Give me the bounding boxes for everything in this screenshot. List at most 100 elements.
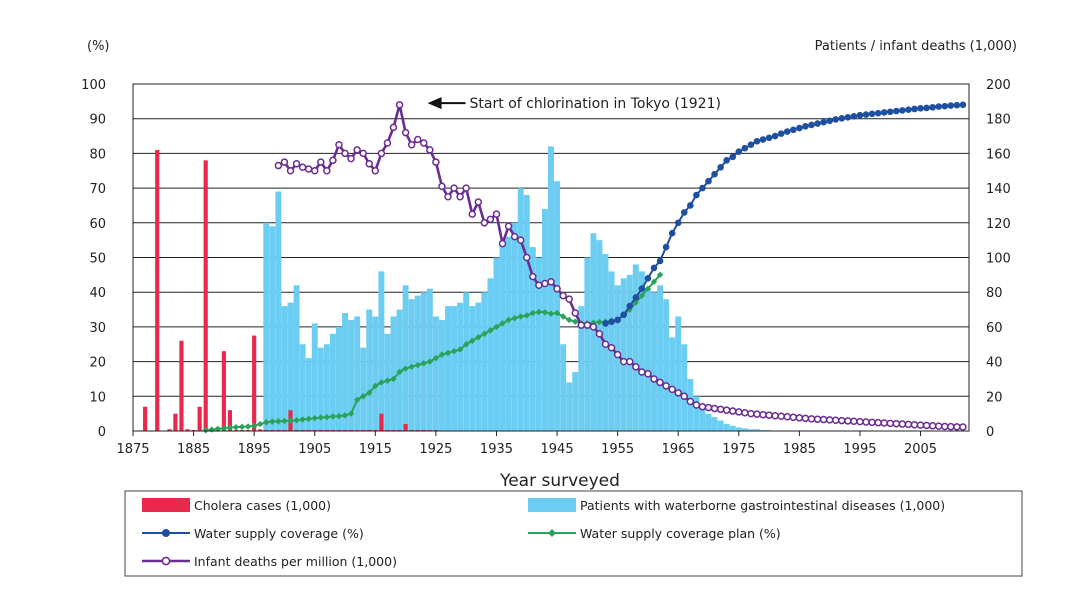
infant-point — [504, 222, 513, 231]
left-tick-label: 30 — [89, 321, 106, 336]
cholera-bar — [282, 429, 287, 431]
patients-bar — [445, 306, 451, 431]
patients-bar — [390, 316, 397, 431]
infant-point — [535, 281, 543, 290]
coverage-point — [911, 105, 918, 113]
cholera-bar — [270, 429, 275, 431]
plan-point — [317, 414, 324, 421]
coverage-point — [662, 243, 670, 251]
infant-point — [801, 414, 810, 423]
plan-point — [438, 351, 446, 358]
left-axis: 0 10 20 30 40 50 60 70 80 90 100 — [81, 78, 106, 440]
cholera-bar — [397, 429, 402, 431]
patients-bar — [541, 208, 548, 431]
plan-point — [281, 417, 288, 425]
infant-point — [280, 158, 289, 166]
infant-point — [825, 416, 834, 424]
x-axis-label: Year surveyed — [499, 471, 620, 491]
right-tick-label: 60 — [986, 321, 1003, 336]
patients-bar — [729, 425, 736, 431]
patients-bar — [269, 226, 276, 431]
coverage-point — [844, 114, 852, 121]
left-tick-label: 20 — [89, 356, 106, 371]
coverage-point — [820, 118, 827, 126]
patients-bar — [469, 306, 476, 431]
patients-bar — [578, 306, 585, 431]
coverage-point — [856, 111, 864, 119]
plan-point — [244, 423, 252, 430]
patients-bar — [317, 347, 324, 431]
cholera-bar — [252, 335, 257, 431]
x-tick-label: 1925 — [419, 442, 452, 457]
infant-point — [626, 357, 634, 366]
patients-bar — [620, 278, 627, 431]
infant-point — [353, 146, 361, 154]
patients-bar — [281, 306, 288, 431]
infant-point — [462, 184, 470, 192]
cholera-bar — [336, 429, 342, 431]
x-tick-label: 1875 — [116, 442, 149, 457]
infant-point — [317, 158, 325, 166]
cholera-bar — [409, 429, 414, 431]
coverage-point — [850, 112, 858, 120]
infant-point — [674, 389, 682, 397]
plan-point — [275, 418, 282, 425]
infant-point — [735, 408, 743, 416]
patients-bar — [438, 319, 445, 431]
infant-point — [856, 417, 864, 426]
infant-point — [934, 422, 943, 430]
coverage-point — [705, 177, 712, 185]
infant-point — [771, 411, 779, 420]
infant-point — [686, 397, 695, 406]
plan-point — [323, 413, 331, 421]
plan-point — [638, 292, 646, 299]
patients-bar — [348, 319, 355, 431]
cholera-bar — [312, 429, 317, 431]
plan-point — [226, 424, 234, 431]
infant-point — [583, 321, 592, 329]
infant-deaths-line — [274, 101, 967, 431]
infant-point — [365, 160, 374, 168]
patients-bar — [638, 271, 645, 431]
x-tick-label: 1915 — [359, 442, 392, 457]
annotation-arrow-head — [427, 97, 442, 110]
infant-point — [722, 406, 731, 414]
patients-bar — [342, 313, 348, 431]
legend-label-coverage: Water supply coverage (%) — [194, 526, 364, 541]
infant-point — [607, 343, 616, 352]
plan-point — [481, 330, 488, 338]
patients-bar — [311, 323, 318, 431]
patients-bar — [711, 417, 718, 431]
infant-point — [292, 160, 301, 168]
plan-point — [408, 363, 415, 371]
legend-swatch-cholera — [142, 498, 190, 512]
infant-point — [795, 414, 804, 422]
left-tick-label: 60 — [89, 217, 106, 232]
cholera-bar — [221, 351, 226, 431]
infant-point — [728, 407, 737, 415]
coverage-point — [796, 124, 803, 132]
patients-bar — [747, 429, 754, 431]
infant-point — [904, 420, 913, 429]
coverage-point — [923, 104, 930, 112]
plan-point — [378, 379, 385, 386]
cholera-bar — [143, 406, 148, 431]
coverage-point — [935, 103, 943, 110]
infant-point — [547, 278, 555, 286]
patients-bar — [263, 222, 270, 431]
plan-point — [220, 425, 228, 432]
patients-bar — [651, 292, 657, 431]
x-tick-label: 1995 — [843, 442, 876, 457]
coverage-point — [644, 275, 652, 282]
infant-point — [347, 154, 355, 163]
infant-point — [922, 421, 931, 430]
coverage-point — [893, 107, 900, 115]
patients-bar — [511, 222, 518, 431]
legend-label-patients: Patients with waterborne gastrointestina… — [580, 498, 945, 513]
cholera-bar — [433, 429, 438, 431]
infant-point — [892, 419, 901, 428]
coverage-point — [953, 101, 961, 109]
coverage-point — [759, 136, 767, 143]
infant-point — [716, 405, 725, 414]
